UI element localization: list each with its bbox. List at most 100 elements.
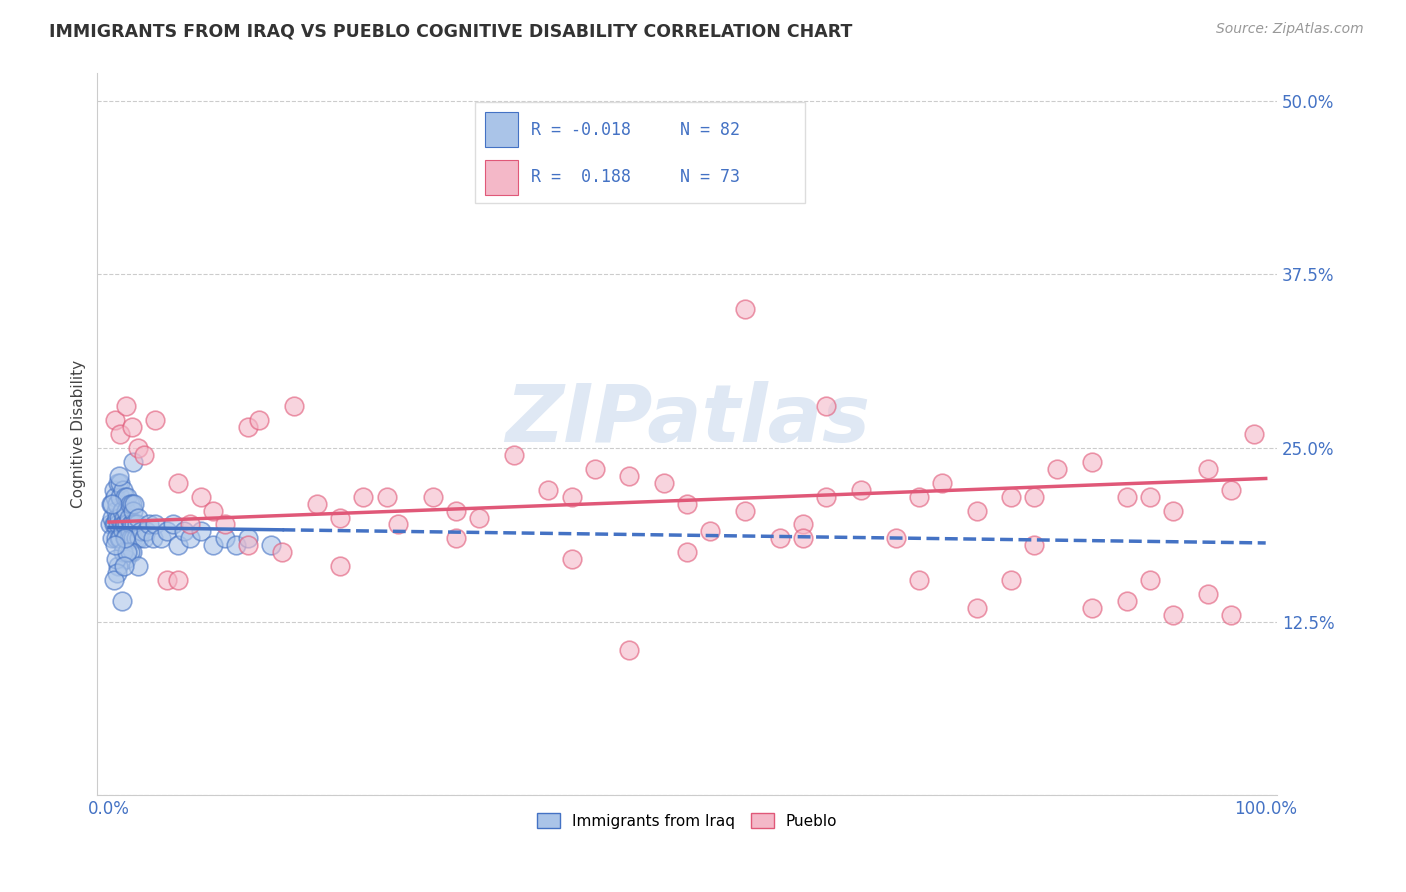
Point [271,545,294,559]
Point [114,517,136,532]
Point [111,483,134,497]
Point [117,490,139,504]
Point [236,532,259,546]
Point [110,490,132,504]
Point [676,497,699,511]
Point [468,510,491,524]
Point [815,400,838,414]
Point [1024,490,1046,504]
Point [103,517,125,532]
Point [179,532,201,546]
Point [444,503,467,517]
Point [225,538,247,552]
Point [849,483,872,497]
Point [120,532,142,546]
Point [387,517,409,532]
Point [120,517,142,532]
Point [931,475,953,490]
Point [127,441,149,455]
Y-axis label: Cognitive Disability: Cognitive Disability [72,360,86,508]
Point [502,136,524,150]
Point [118,524,141,539]
Point [122,532,145,546]
Point [111,545,134,559]
Point [128,532,150,546]
Point [1161,503,1184,517]
Point [104,532,127,546]
Point [792,517,814,532]
Point [105,510,128,524]
Point [127,559,149,574]
Point [1024,538,1046,552]
Point [132,532,155,546]
Point [907,573,929,587]
Point [124,532,146,546]
Text: ZIPatlas: ZIPatlas [505,381,870,458]
Point [121,420,143,434]
Point [125,517,148,532]
Point [734,302,756,317]
Point [107,559,129,574]
Point [1115,594,1137,608]
Point [1139,490,1161,504]
Point [561,490,583,504]
Point [115,503,138,517]
Point [619,468,641,483]
Point [1081,455,1104,469]
Point [107,517,129,532]
Point [112,559,135,574]
Point [110,532,132,546]
Point [769,532,792,546]
Point [107,475,129,490]
Point [104,517,127,532]
Point [127,510,149,524]
Point [121,545,143,559]
Point [167,573,190,587]
Text: IMMIGRANTS FROM IRAQ VS PUEBLO COGNITIVE DISABILITY CORRELATION CHART: IMMIGRANTS FROM IRAQ VS PUEBLO COGNITIVE… [49,22,852,40]
Point [100,497,122,511]
Point [105,497,128,511]
Point [1220,607,1243,622]
Point [167,538,190,552]
Point [121,497,143,511]
Point [502,448,524,462]
Point [260,538,283,552]
Point [652,475,675,490]
Point [375,490,398,504]
Point [1197,462,1219,476]
Point [884,532,907,546]
Point [118,545,141,559]
Point [114,490,136,504]
Legend: Immigrants from Iraq, Pueblo: Immigrants from Iraq, Pueblo [531,806,844,835]
Point [103,483,125,497]
Point [966,600,988,615]
Point [124,517,146,532]
Point [101,532,124,546]
Point [111,594,134,608]
Point [202,503,225,517]
Point [173,524,195,539]
Point [422,490,444,504]
Point [699,524,721,539]
Point [143,413,166,427]
Point [101,497,124,511]
Point [142,532,165,546]
Point [583,462,606,476]
Point [247,413,270,427]
Point [117,545,139,559]
Point [329,559,352,574]
Point [111,503,134,517]
Point [115,552,138,566]
Point [1139,573,1161,587]
Point [138,517,160,532]
Point [236,538,259,552]
Point [1046,462,1069,476]
Point [104,413,127,427]
Point [352,490,374,504]
Point [676,545,699,559]
Point [131,524,153,539]
Point [110,475,132,490]
Point [561,552,583,566]
Point [619,642,641,657]
Point [167,475,190,490]
